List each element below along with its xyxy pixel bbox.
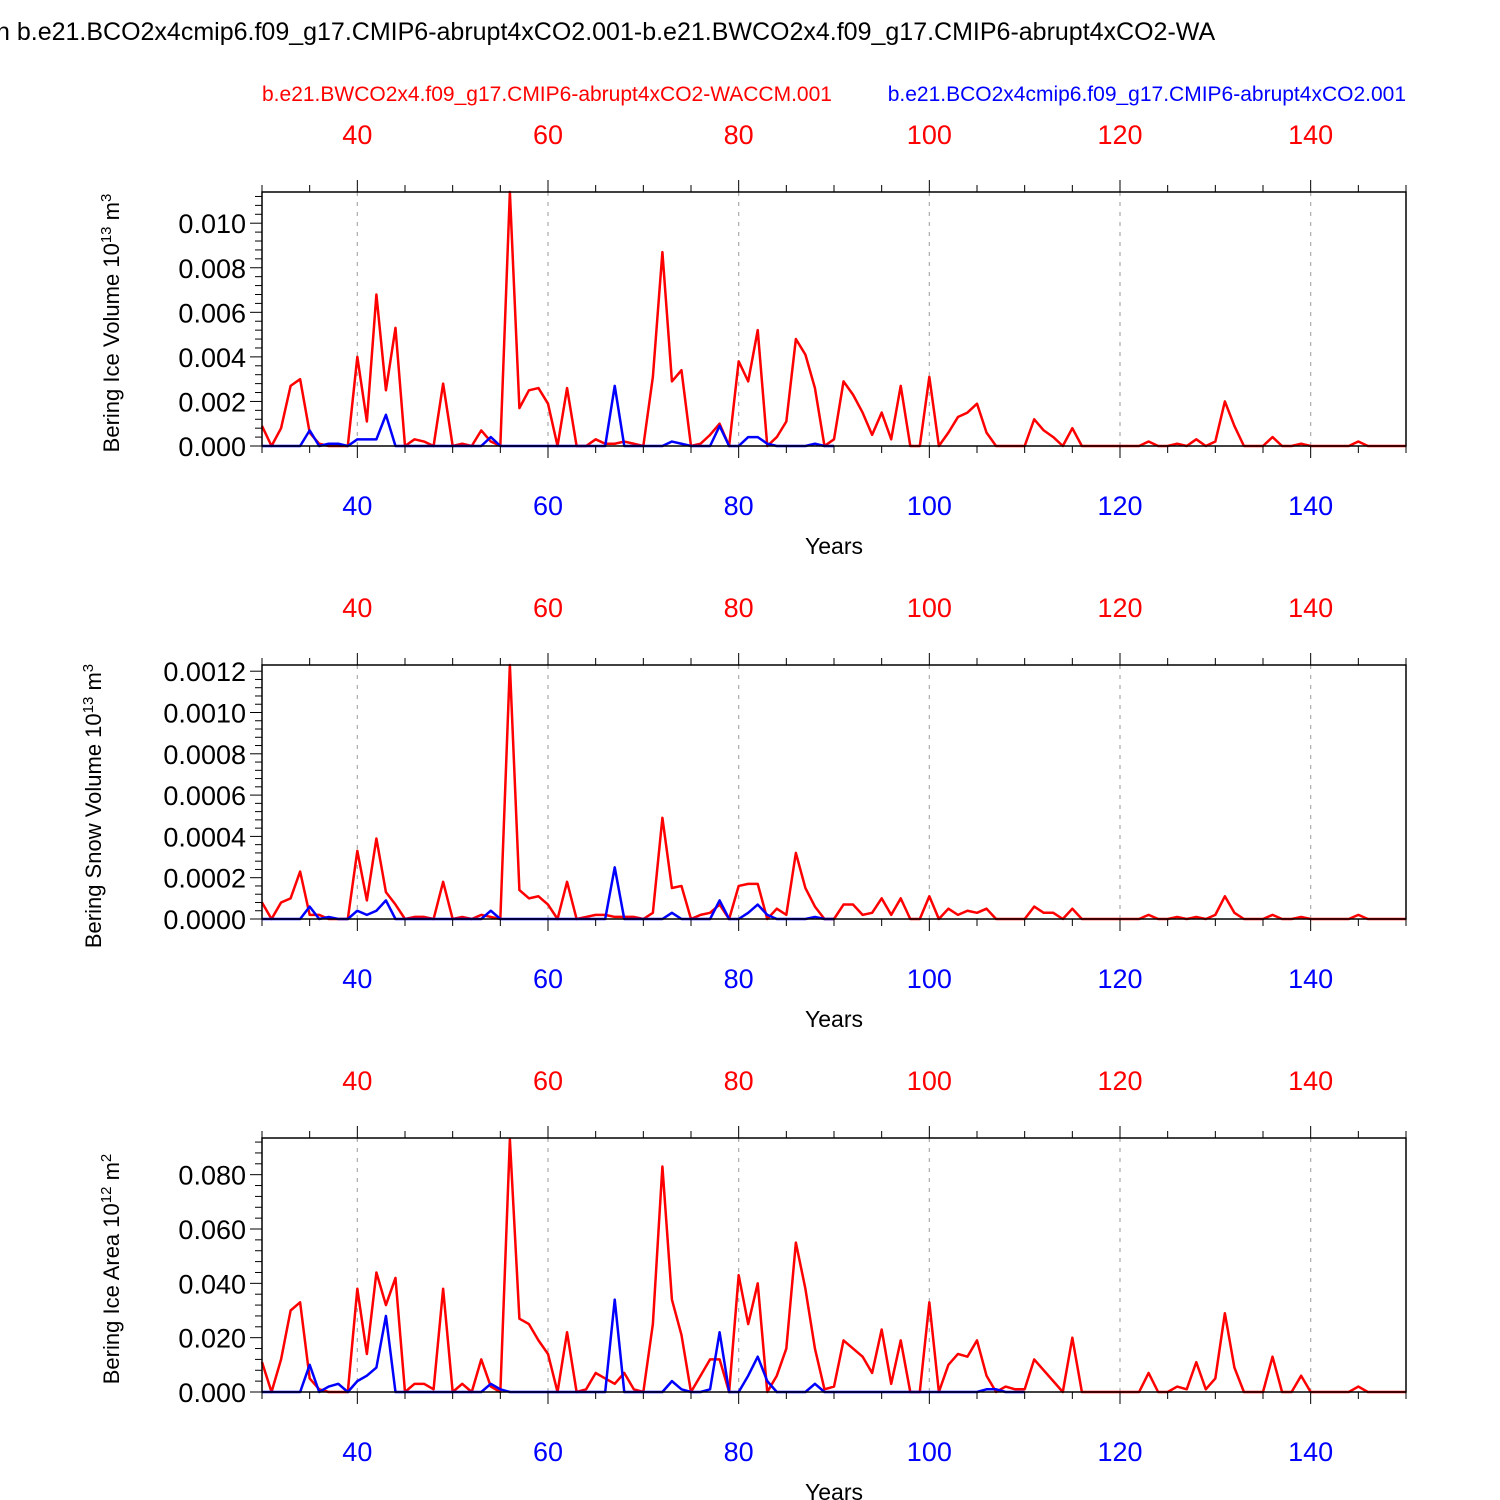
series-line-blue: [262, 1298, 1025, 1394]
y-axis-label: Bering Ice Volume 1013 m3: [98, 194, 125, 453]
page-title: n b.e21.BCO2x4cmip6.f09_g17.CMIP6-abrupt…: [0, 18, 1216, 46]
x-tick-label-top: 100: [907, 120, 952, 150]
x-tick-label-top: 120: [1097, 120, 1142, 150]
chart-panel-2: 40 40 60 60 80 80 100 100 120 120 140 140 Years 0.000…: [80, 593, 1407, 1032]
y-tick-label: 0.0006: [163, 781, 246, 811]
x-tick-label-top: 80: [724, 120, 754, 150]
y-tick-label: 0.060: [178, 1215, 246, 1245]
y-tick-label: 0.0000: [163, 905, 246, 935]
x-tick-label-bottom: 120: [1097, 491, 1142, 521]
x-tick-label-bottom: 80: [724, 1437, 754, 1467]
y-tick-label: 0.0010: [163, 698, 246, 728]
y-axis-label: Bering Snow Volume 1013 m3: [80, 664, 107, 948]
x-axis-label: Years: [805, 533, 863, 559]
x-tick-label-bottom: 100: [907, 1437, 952, 1467]
x-axis-label: Years: [805, 1006, 863, 1032]
y-tick-label: 0.010: [178, 209, 246, 239]
x-axis-label: Years: [805, 1479, 863, 1500]
series-line-red: [260, 663, 1406, 921]
x-tick-label-bottom: 140: [1288, 491, 1333, 521]
x-tick-label-bottom: 80: [724, 964, 754, 994]
plot-frame: [261, 191, 1407, 447]
y-tick-label: 0.040: [178, 1269, 246, 1299]
y-tick-label: 0.000: [178, 432, 246, 462]
x-tick-label-top: 140: [1288, 120, 1333, 150]
x-tick-label-top: 80: [724, 1066, 754, 1096]
x-tick-label-top: 60: [533, 1066, 563, 1096]
series-line-red: [260, 190, 1406, 448]
x-tick-label-bottom: 100: [907, 491, 952, 521]
legend-blue-label: b.e21.BCO2x4cmip6.f09_g17.CMIP6-abrupt4x…: [888, 83, 1406, 106]
x-tick-label-top: 60: [533, 120, 563, 150]
y-tick-label: 0.006: [178, 298, 246, 328]
series-line-red: [260, 1138, 1406, 1394]
x-tick-label-bottom: 40: [342, 964, 372, 994]
x-tick-label-top: 140: [1288, 1066, 1333, 1096]
y-tick-label: 0.008: [178, 254, 246, 284]
x-tick-label-bottom: 120: [1097, 964, 1142, 994]
x-tick-label-bottom: 40: [342, 491, 372, 521]
x-tick-label-top: 80: [724, 593, 754, 623]
chart-panel-1: 40 40 60 60 80 80 100 100 120 120 140 140 Years 0.000…: [98, 120, 1407, 559]
x-tick-label-top: 60: [533, 593, 563, 623]
x-tick-label-top: 140: [1288, 593, 1333, 623]
x-tick-label-top: 100: [907, 593, 952, 623]
x-tick-label-bottom: 120: [1097, 1437, 1142, 1467]
y-tick-label: 0.0002: [163, 864, 246, 894]
x-tick-label-top: 100: [907, 1066, 952, 1096]
y-tick-label: 0.004: [178, 343, 246, 373]
x-tick-label-bottom: 100: [907, 964, 952, 994]
plot-frame: [261, 1137, 1407, 1393]
x-tick-label-top: 40: [342, 1066, 372, 1096]
y-tick-label: 0.020: [178, 1324, 246, 1354]
x-tick-label-bottom: 140: [1288, 964, 1333, 994]
x-tick-label-top: 120: [1097, 593, 1142, 623]
y-axis-label: Bering Ice Area 1012 m2: [98, 1154, 125, 1385]
x-tick-label-top: 40: [342, 120, 372, 150]
x-tick-label-bottom: 80: [724, 491, 754, 521]
chart-panel-3: 40 40 60 60 80 80 100 100 120 120 140 140 Years 0.000…: [98, 1066, 1407, 1500]
y-tick-label: 0.080: [178, 1161, 246, 1191]
x-tick-label-bottom: 40: [342, 1437, 372, 1467]
x-tick-label-bottom: 60: [533, 964, 563, 994]
y-tick-label: 0.0004: [163, 822, 246, 852]
x-tick-label-top: 120: [1097, 1066, 1142, 1096]
legend-red-label: b.e21.BWCO2x4.f09_g17.CMIP6-abrupt4xCO2-…: [262, 83, 832, 106]
x-tick-label-bottom: 60: [533, 1437, 563, 1467]
y-tick-label: 0.0008: [163, 740, 246, 770]
x-tick-label-bottom: 140: [1288, 1437, 1333, 1467]
x-tick-label-bottom: 60: [533, 491, 563, 521]
y-tick-label: 0.0012: [163, 657, 246, 687]
x-tick-label-top: 40: [342, 593, 372, 623]
y-tick-label: 0.002: [178, 387, 246, 417]
plot-frame: [261, 664, 1407, 920]
y-tick-label: 0.000: [178, 1378, 246, 1408]
